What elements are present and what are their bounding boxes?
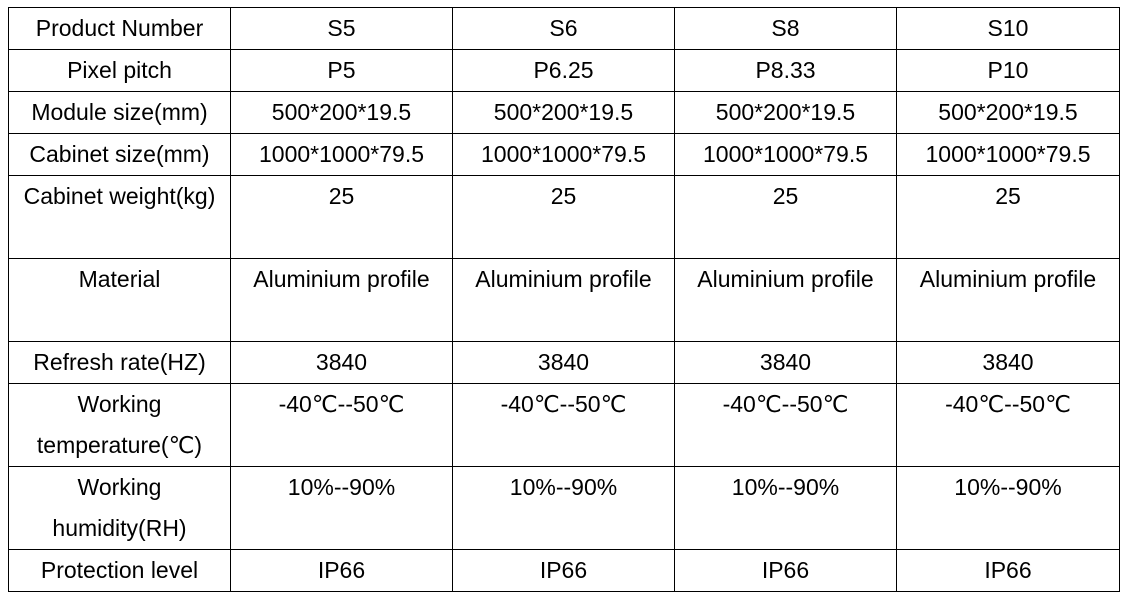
table-cell: 3840 bbox=[896, 341, 1120, 384]
table-cell: P6.25 bbox=[452, 49, 675, 92]
table-cell: 3840 bbox=[674, 341, 897, 384]
table-cell: P10 bbox=[896, 49, 1120, 92]
row-label: Working temperature(℃) bbox=[8, 383, 231, 467]
table-row: Material Aluminium profile Aluminium profi… bbox=[8, 258, 1120, 342]
table-cell: IP66 bbox=[896, 549, 1120, 592]
table-cell: 10%--90% bbox=[230, 466, 453, 550]
table-cell: 3840 bbox=[452, 341, 675, 384]
table-cell: -40℃--50℃ bbox=[230, 383, 453, 467]
table-cell: S8 bbox=[674, 7, 897, 50]
row-label: Working humidity(RH) bbox=[8, 466, 231, 550]
table-row: Cabinet size(mm) 1000*1000*79.5 1000*1000*… bbox=[8, 133, 1120, 176]
table-cell: Aluminium profile bbox=[896, 258, 1120, 342]
table-cell: 500*200*19.5 bbox=[230, 91, 453, 134]
table-cell: 500*200*19.5 bbox=[896, 91, 1120, 134]
table-cell: -40℃--50℃ bbox=[452, 383, 675, 467]
row-label: Cabinet weight(kg) bbox=[8, 175, 231, 259]
spec-table: Product Number S5 S6 S8 S10 Pixel pitch P5 P6.2… bbox=[8, 7, 1120, 592]
table-cell: 1000*1000*79.5 bbox=[230, 133, 453, 176]
table-cell: Aluminium profile bbox=[452, 258, 675, 342]
table-cell: -40℃--50℃ bbox=[896, 383, 1120, 467]
table-cell: IP66 bbox=[230, 549, 453, 592]
table-row: Pixel pitch P5 P6.25 P8.33 P10 bbox=[8, 49, 1120, 92]
row-label: Pixel pitch bbox=[8, 49, 231, 92]
table-cell: 3840 bbox=[230, 341, 453, 384]
table-cell: S6 bbox=[452, 7, 675, 50]
spec-table-body: Product Number S5 S6 S8 S10 Pixel pitch P5 P6.2… bbox=[8, 7, 1120, 592]
row-label: Module size(mm) bbox=[8, 91, 231, 134]
table-cell: 10%--90% bbox=[674, 466, 897, 550]
table-row: Working humidity(RH) 10%--90% 10%--90% 10%-… bbox=[8, 466, 1120, 550]
row-label: Product Number bbox=[8, 7, 231, 50]
table-cell: 10%--90% bbox=[896, 466, 1120, 550]
table-cell: 500*200*19.5 bbox=[674, 91, 897, 134]
table-cell: 25 bbox=[674, 175, 897, 259]
table-cell: P8.33 bbox=[674, 49, 897, 92]
row-label: Material bbox=[8, 258, 231, 342]
row-label: Refresh rate(HZ) bbox=[8, 341, 231, 384]
row-label: Protection level bbox=[8, 549, 231, 592]
table-cell: 25 bbox=[896, 175, 1120, 259]
table-cell: 25 bbox=[452, 175, 675, 259]
table-cell: 1000*1000*79.5 bbox=[452, 133, 675, 176]
table-row: Cabinet weight(kg) 25 25 25 25 bbox=[8, 175, 1120, 259]
table-cell: 500*200*19.5 bbox=[452, 91, 675, 134]
table-cell: P5 bbox=[230, 49, 453, 92]
table-cell: 10%--90% bbox=[452, 466, 675, 550]
table-cell: 25 bbox=[230, 175, 453, 259]
table-row: Module size(mm) 500*200*19.5 500*200*19.5 5… bbox=[8, 91, 1120, 134]
table-cell: 1000*1000*79.5 bbox=[896, 133, 1120, 176]
row-label: Cabinet size(mm) bbox=[8, 133, 231, 176]
table-row: Working temperature(℃) -40℃--50℃ -40℃--50℃… bbox=[8, 383, 1120, 467]
table-row: Product Number S5 S6 S8 S10 bbox=[8, 7, 1120, 50]
table-cell: S5 bbox=[230, 7, 453, 50]
table-cell: IP66 bbox=[674, 549, 897, 592]
table-cell: IP66 bbox=[452, 549, 675, 592]
table-row: Protection level IP66 IP66 IP66 IP66 bbox=[8, 549, 1120, 592]
table-cell: Aluminium profile bbox=[230, 258, 453, 342]
table-row: Refresh rate(HZ) 3840 3840 3840 3840 bbox=[8, 341, 1120, 384]
table-cell: S10 bbox=[896, 7, 1120, 50]
table-cell: 1000*1000*79.5 bbox=[674, 133, 897, 176]
table-cell: Aluminium profile bbox=[674, 258, 897, 342]
table-cell: -40℃--50℃ bbox=[674, 383, 897, 467]
